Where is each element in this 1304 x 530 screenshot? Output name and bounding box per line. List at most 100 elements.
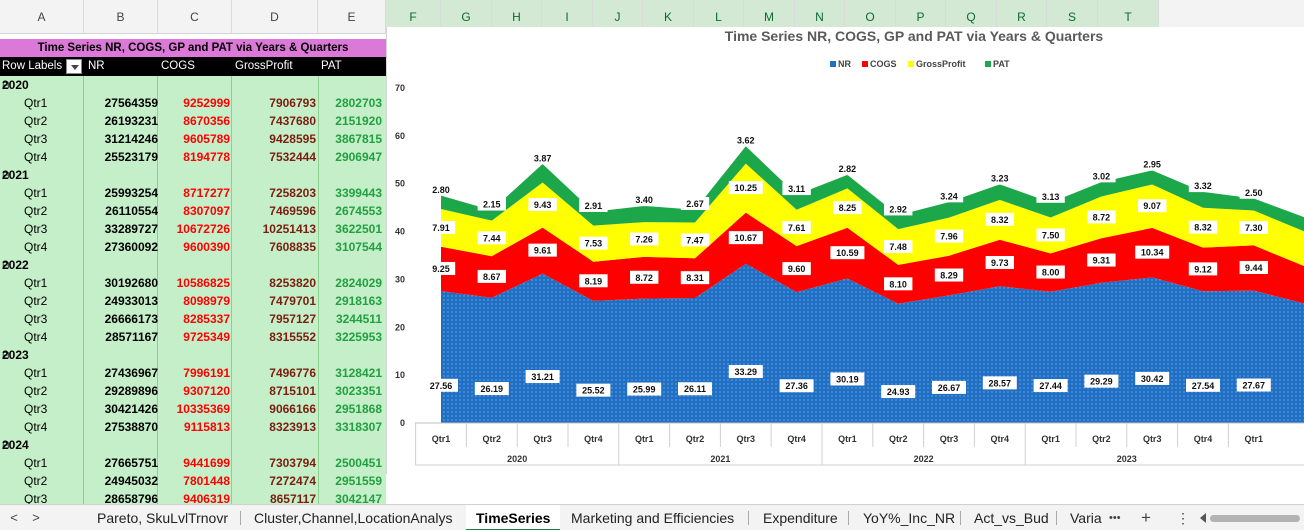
pat-value: 3128421 bbox=[335, 366, 382, 380]
column-header-c[interactable]: C bbox=[158, 0, 232, 34]
year-text: 2024 bbox=[2, 438, 29, 452]
quarter-label: Qtr1 bbox=[24, 186, 48, 200]
tab-expenditure[interactable]: Expenditure bbox=[763, 510, 838, 526]
quarter-row[interactable]: Qtr4 27360092 9600390 7608835 3107544 bbox=[0, 238, 386, 256]
collapse-icon[interactable]: ⊟ bbox=[2, 440, 10, 450]
pat-value: 3867815 bbox=[335, 132, 382, 146]
data-label-bg bbox=[1138, 157, 1167, 171]
nr-value: 27665751 bbox=[104, 456, 158, 470]
year-text: 2020 bbox=[2, 78, 29, 92]
legend-label: PAT bbox=[993, 59, 1010, 69]
scrollbar-thumb[interactable] bbox=[1210, 515, 1300, 522]
data-label-bg bbox=[728, 231, 763, 245]
data-label-bg bbox=[782, 220, 811, 234]
quarter-row[interactable]: Qtr1 30192680 10586825 8253820 2824029 bbox=[0, 274, 386, 292]
year-row[interactable]: ⊟ 2023 bbox=[0, 346, 386, 364]
quarter-row[interactable]: Qtr2 26110554 8307097 7469596 2674553 bbox=[0, 202, 386, 220]
quarter-row[interactable]: Qtr1 25993254 8717277 7258203 3399443 bbox=[0, 184, 386, 202]
quarter-label: Qtr3 bbox=[24, 222, 48, 236]
horizontal-scrollbar[interactable] bbox=[1200, 513, 1300, 523]
quarter-row[interactable]: Qtr1 27436967 7996191 7496776 3128421 bbox=[0, 364, 386, 382]
x-quarter-label: Qtr1 bbox=[432, 434, 451, 444]
column-header-a[interactable]: A bbox=[0, 0, 84, 34]
data-label: 3.24 bbox=[940, 191, 958, 201]
column-gridline bbox=[231, 76, 232, 504]
data-label-bg bbox=[528, 151, 557, 165]
quarter-row[interactable]: Qtr2 24945032 7801448 7272474 2951559 bbox=[0, 472, 386, 490]
pat-value: 3023351 bbox=[335, 384, 382, 398]
year-row[interactable]: ⊟ 2021 bbox=[0, 166, 386, 184]
collapse-icon[interactable]: ⊟ bbox=[2, 350, 10, 360]
sheet-options-icon[interactable]: ⋮ bbox=[1176, 510, 1190, 526]
x-year-label: 2020 bbox=[507, 454, 527, 464]
data-label: 9.60 bbox=[788, 264, 806, 274]
row-labels-filter-button[interactable] bbox=[66, 59, 82, 74]
data-label-bg bbox=[426, 220, 456, 234]
quarter-row[interactable]: Qtr1 27564359 9252999 7906793 2802703 bbox=[0, 94, 386, 112]
gross-profit-value: 7906793 bbox=[269, 96, 316, 110]
data-label: 8.72 bbox=[1093, 212, 1111, 222]
quarter-row[interactable]: Qtr4 27538870 9115813 8323913 3318307 bbox=[0, 418, 386, 436]
pivot-header-row: Row Labels NR COGS GrossProfit PAT bbox=[0, 57, 386, 76]
column-header-b[interactable]: B bbox=[84, 0, 158, 34]
quarter-row[interactable]: Qtr2 29289896 9307120 8715101 3023351 bbox=[0, 382, 386, 400]
data-label: 30.19 bbox=[836, 374, 859, 384]
collapse-icon[interactable]: ⊟ bbox=[2, 260, 10, 270]
quarter-row[interactable]: Qtr3 28658796 9406319 8657117 3042147 bbox=[0, 490, 386, 504]
data-label-bg bbox=[1087, 210, 1116, 224]
more-tabs-icon[interactable]: ••• bbox=[1109, 512, 1121, 524]
year-row[interactable]: ⊟ 2022 bbox=[0, 256, 386, 274]
quarter-row[interactable]: Qtr3 31214246 9605789 9428595 3867815 bbox=[0, 130, 386, 148]
collapse-icon[interactable]: ⊟ bbox=[2, 80, 10, 90]
column-header-d[interactable]: D bbox=[232, 0, 318, 34]
data-label-bg bbox=[884, 240, 913, 254]
quarter-row[interactable]: Qtr4 28571167 9725349 8315552 3225953 bbox=[0, 328, 386, 346]
data-label-bg bbox=[528, 243, 557, 257]
x-quarter-label: Qtr3 bbox=[1143, 434, 1162, 444]
data-label: 3.40 bbox=[635, 195, 653, 205]
year-row[interactable]: ⊟ 2024 bbox=[0, 436, 386, 454]
gross-profit-value: 7496776 bbox=[269, 366, 316, 380]
quarter-row[interactable]: Qtr2 26193231 8670356 7437680 2151920 bbox=[0, 112, 386, 130]
tab-timeseries[interactable]: TimeSeries bbox=[466, 505, 561, 530]
quarter-label: Qtr4 bbox=[24, 150, 48, 164]
quarter-row[interactable]: Qtr3 30421426 10335369 9066166 2951868 bbox=[0, 400, 386, 418]
nr-value: 27360092 bbox=[104, 240, 158, 254]
data-label: 3.32 bbox=[1194, 181, 1212, 191]
year-row[interactable]: ⊟ 2020 bbox=[0, 76, 386, 94]
x-year-label: 2022 bbox=[914, 454, 934, 464]
y-tick-label: 20 bbox=[395, 322, 405, 332]
collapse-icon[interactable]: ⊟ bbox=[2, 170, 10, 180]
tab-act-vs-bud[interactable]: Act_vs_Bud bbox=[974, 510, 1049, 526]
data-label: 7.50 bbox=[1042, 230, 1060, 240]
y-tick-label: 50 bbox=[395, 179, 405, 189]
quarter-row[interactable]: Qtr3 33289727 10672726 10251413 3622501 bbox=[0, 220, 386, 238]
gross-profit-value: 9428595 bbox=[269, 132, 316, 146]
data-label-bg bbox=[932, 380, 966, 394]
quarter-row[interactable]: Qtr3 26666173 8285337 7957127 3244511 bbox=[0, 310, 386, 328]
scroll-left-arrow-icon[interactable] bbox=[1200, 513, 1206, 523]
tab-yoy[interactable]: YoY%_Inc_NR bbox=[863, 510, 956, 526]
stacked-area-chart[interactable]: Time Series NR, COGS, GP and PAT via Yea… bbox=[386, 27, 1304, 474]
gross-profit-value: 7957127 bbox=[269, 312, 316, 326]
x-quarter-label: Qtr1 bbox=[635, 434, 654, 444]
cogs-value: 7801448 bbox=[183, 474, 230, 488]
tab-scroll-right-icon[interactable]: > bbox=[32, 510, 40, 525]
tab-cluster[interactable]: Cluster,Channel,LocationAnalys bbox=[254, 510, 453, 526]
data-label-bg bbox=[1236, 378, 1271, 392]
tab-scroll-left-icon[interactable]: < bbox=[10, 510, 18, 525]
pivot-title: Time Series NR, COGS, GP and PAT via Yea… bbox=[0, 39, 386, 57]
tab-divider bbox=[240, 511, 241, 525]
chart-canvas: Time Series NR, COGS, GP and PAT via Yea… bbox=[395, 28, 1304, 466]
tab-varia[interactable]: Varia bbox=[1070, 510, 1102, 526]
tab-marketing[interactable]: Marketing and Efficiencies bbox=[571, 510, 735, 526]
quarter-row[interactable]: Qtr4 25523179 8194778 7532444 2906947 bbox=[0, 148, 386, 166]
x-quarter-label: Qtr3 bbox=[737, 434, 756, 444]
column-header-e[interactable]: E bbox=[318, 0, 386, 34]
add-sheet-icon[interactable]: + bbox=[1141, 508, 1151, 527]
quarter-row[interactable]: Qtr1 27665751 9441699 7303794 2500451 bbox=[0, 454, 386, 472]
tab-pareto[interactable]: Pareto, SkuLvlTrnovr bbox=[97, 510, 228, 526]
quarter-row[interactable]: Qtr2 24933013 8098979 7479701 2918163 bbox=[0, 292, 386, 310]
data-label: 10.59 bbox=[836, 248, 859, 258]
gross-profit-value: 7469596 bbox=[269, 204, 316, 218]
